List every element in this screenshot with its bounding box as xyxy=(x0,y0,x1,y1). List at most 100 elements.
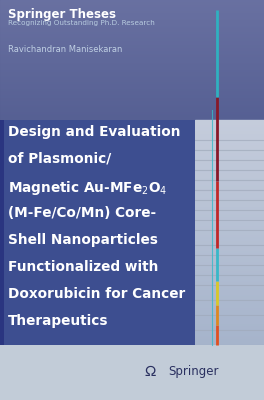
Bar xyxy=(0,309,264,310)
Bar xyxy=(0,213,264,214)
Bar xyxy=(0,155,264,156)
Bar xyxy=(195,245,264,246)
Bar xyxy=(0,363,264,364)
Bar xyxy=(0,10,264,11)
Bar xyxy=(195,188,264,189)
Bar xyxy=(0,234,264,235)
Bar xyxy=(195,156,264,157)
Bar xyxy=(0,31,264,32)
Bar xyxy=(0,271,264,272)
Bar xyxy=(0,287,264,288)
Bar xyxy=(195,163,264,164)
Bar xyxy=(195,225,264,226)
Bar xyxy=(0,146,264,147)
Bar xyxy=(195,151,264,152)
Bar xyxy=(0,347,264,348)
Bar xyxy=(0,183,264,184)
Bar xyxy=(0,343,264,344)
Bar xyxy=(0,307,264,308)
Bar xyxy=(0,353,264,354)
Bar xyxy=(195,235,264,236)
Bar xyxy=(0,396,264,397)
Bar xyxy=(0,191,264,192)
Bar xyxy=(195,221,264,222)
Bar xyxy=(0,322,264,323)
Bar xyxy=(0,162,264,163)
Bar xyxy=(0,150,264,151)
Bar xyxy=(0,141,264,142)
Bar xyxy=(195,169,264,170)
Bar xyxy=(0,383,264,384)
Bar xyxy=(0,373,264,374)
Bar xyxy=(0,176,264,177)
Bar xyxy=(195,254,264,255)
Bar xyxy=(0,255,264,256)
Bar xyxy=(195,345,264,346)
Bar xyxy=(0,269,264,270)
Bar xyxy=(195,120,264,121)
Bar xyxy=(0,256,264,257)
Bar xyxy=(0,163,264,164)
Bar xyxy=(0,342,264,343)
Bar xyxy=(0,282,264,283)
Bar xyxy=(195,291,264,292)
Bar xyxy=(195,197,264,198)
Bar xyxy=(195,138,264,139)
Bar xyxy=(195,334,264,335)
Bar xyxy=(195,130,264,131)
Bar xyxy=(0,221,264,222)
Bar xyxy=(0,164,264,165)
Bar xyxy=(0,121,264,122)
Bar xyxy=(0,22,264,23)
Bar xyxy=(0,96,264,97)
Bar xyxy=(0,324,264,325)
Bar xyxy=(0,161,264,162)
Bar xyxy=(195,333,264,334)
Bar xyxy=(0,9,264,10)
Bar xyxy=(0,217,264,218)
Bar xyxy=(0,89,264,90)
Bar xyxy=(195,398,264,399)
Bar xyxy=(195,137,264,138)
Bar xyxy=(0,200,264,201)
Bar xyxy=(0,125,264,126)
Bar xyxy=(195,124,264,125)
Bar xyxy=(0,274,264,275)
Bar xyxy=(0,23,264,24)
Bar xyxy=(0,329,264,330)
Bar xyxy=(0,78,264,79)
Bar xyxy=(0,257,264,258)
Bar xyxy=(0,169,264,170)
Bar xyxy=(195,145,264,146)
Bar xyxy=(195,387,264,388)
Bar xyxy=(0,11,264,12)
Bar xyxy=(0,364,264,365)
Bar xyxy=(0,159,264,160)
Bar xyxy=(0,30,264,31)
Bar xyxy=(195,240,264,241)
Bar xyxy=(195,267,264,268)
Bar xyxy=(0,167,264,168)
Bar xyxy=(195,160,264,161)
Bar xyxy=(195,147,264,148)
Bar xyxy=(0,194,264,195)
Bar xyxy=(0,193,264,194)
Bar xyxy=(0,264,264,265)
Bar xyxy=(0,346,264,347)
Bar xyxy=(0,356,264,357)
Bar xyxy=(195,279,264,280)
Bar xyxy=(0,368,264,369)
Bar xyxy=(0,229,264,230)
Bar xyxy=(195,281,264,282)
Bar xyxy=(0,225,264,226)
Bar xyxy=(0,337,264,338)
Bar xyxy=(0,46,264,47)
Bar xyxy=(0,71,264,72)
Bar xyxy=(0,120,4,345)
Bar xyxy=(195,296,264,297)
Bar xyxy=(0,197,264,198)
Bar xyxy=(0,311,264,312)
Bar xyxy=(0,99,264,100)
Bar xyxy=(0,238,264,239)
Bar xyxy=(0,158,264,159)
